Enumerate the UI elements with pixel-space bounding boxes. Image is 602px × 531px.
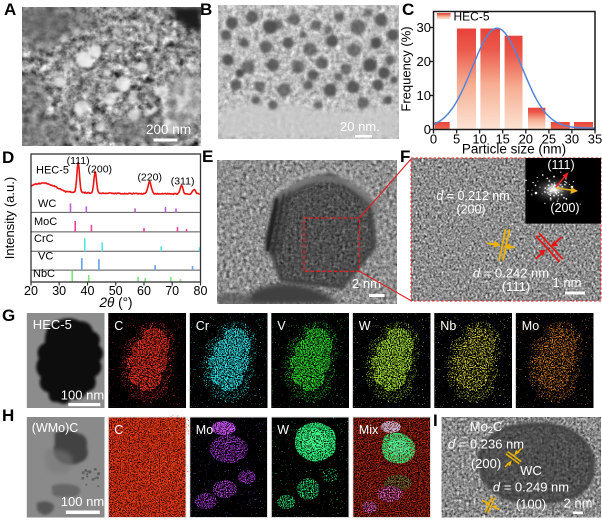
svg-text:E: E — [202, 147, 213, 166]
svg-text:Nb: Nb — [440, 319, 456, 333]
svg-text:Frequency (%): Frequency (%) — [399, 26, 414, 111]
svg-text:WC: WC — [38, 198, 56, 210]
svg-text:15: 15 — [495, 132, 509, 147]
svg-text:0: 0 — [430, 132, 437, 147]
svg-text:(111): (111) — [67, 155, 90, 167]
svg-text:HEC-5: HEC-5 — [36, 165, 69, 177]
svg-text:d = 0.236 nm: d = 0.236 nm — [448, 437, 524, 452]
svg-text:5: 5 — [453, 132, 460, 147]
svg-text:50: 50 — [109, 284, 123, 298]
svg-text:(WMo)C: (WMo)C — [32, 421, 79, 435]
svg-text:C: C — [402, 0, 414, 19]
svg-text:NbC: NbC — [33, 268, 55, 280]
svg-text:2 nm: 2 nm — [352, 276, 381, 291]
svg-text:200 nm: 200 nm — [146, 122, 191, 137]
svg-text:WC: WC — [520, 463, 542, 478]
svg-text:Particle size (nm): Particle size (nm) — [462, 142, 566, 157]
svg-text:d = 0.242 nm: d = 0.242 nm — [473, 266, 549, 281]
svg-text:W: W — [359, 319, 371, 333]
svg-text:40: 40 — [81, 284, 95, 298]
svg-text:20: 20 — [519, 132, 533, 147]
svg-text:20 nm.: 20 nm. — [340, 119, 380, 134]
svg-text:W: W — [277, 423, 289, 437]
svg-text:(200): (200) — [471, 456, 501, 471]
svg-text:B: B — [200, 0, 212, 19]
svg-text:70: 70 — [165, 284, 179, 298]
svg-text:CrC: CrC — [34, 233, 54, 245]
svg-text:(111): (111) — [547, 158, 574, 172]
svg-text:30: 30 — [417, 20, 431, 35]
svg-text:(311): (311) — [171, 176, 195, 188]
svg-text:Cr: Cr — [196, 319, 209, 333]
svg-text:2θ (°): 2θ (°) — [99, 295, 133, 310]
svg-text:(100): (100) — [516, 497, 546, 512]
svg-text:I: I — [433, 411, 438, 430]
svg-text:D: D — [2, 148, 14, 167]
svg-text:(200): (200) — [550, 201, 579, 215]
svg-text:H: H — [2, 406, 14, 425]
svg-text:60: 60 — [137, 284, 151, 298]
svg-text:d = 0.212 nm: d = 0.212 nm — [436, 189, 509, 203]
svg-text:HEC-5: HEC-5 — [33, 317, 72, 332]
svg-text:1 nm: 1 nm — [553, 275, 582, 290]
svg-text:MoC: MoC — [34, 216, 57, 228]
svg-text:A: A — [4, 0, 16, 19]
svg-text:G: G — [2, 306, 15, 325]
svg-text:HEC-5: HEC-5 — [454, 10, 490, 24]
svg-text:C: C — [114, 319, 123, 333]
svg-text:Mo: Mo — [196, 423, 213, 437]
svg-text:25: 25 — [542, 132, 556, 147]
svg-text:30: 30 — [52, 284, 66, 298]
svg-text:(111): (111) — [502, 279, 530, 294]
svg-text:100 nm: 100 nm — [61, 494, 104, 509]
svg-text:Mix: Mix — [359, 423, 379, 437]
svg-text:(200): (200) — [88, 164, 113, 176]
svg-text:2 nm: 2 nm — [564, 496, 593, 511]
svg-text:Mo: Mo — [522, 319, 539, 333]
svg-text:d = 0.249 nm: d = 0.249 nm — [493, 480, 569, 495]
svg-text:F: F — [400, 147, 410, 166]
svg-text:Mo2C: Mo2C — [470, 419, 502, 435]
svg-text:Intensity (a.u.): Intensity (a.u.) — [2, 177, 17, 259]
svg-text:10: 10 — [472, 132, 486, 147]
svg-text:(220): (220) — [137, 172, 162, 184]
svg-text:10: 10 — [417, 88, 431, 103]
svg-text:VC: VC — [38, 251, 53, 263]
svg-text:C: C — [114, 423, 123, 437]
svg-text:30: 30 — [565, 132, 579, 147]
svg-text:(200): (200) — [456, 203, 485, 217]
svg-text:100 nm: 100 nm — [61, 388, 104, 403]
svg-text:80: 80 — [194, 284, 208, 298]
svg-text:20: 20 — [24, 284, 38, 298]
svg-text:35: 35 — [588, 132, 602, 147]
svg-text:0: 0 — [424, 122, 431, 137]
svg-text:V: V — [277, 319, 286, 333]
svg-text:20: 20 — [417, 54, 431, 69]
